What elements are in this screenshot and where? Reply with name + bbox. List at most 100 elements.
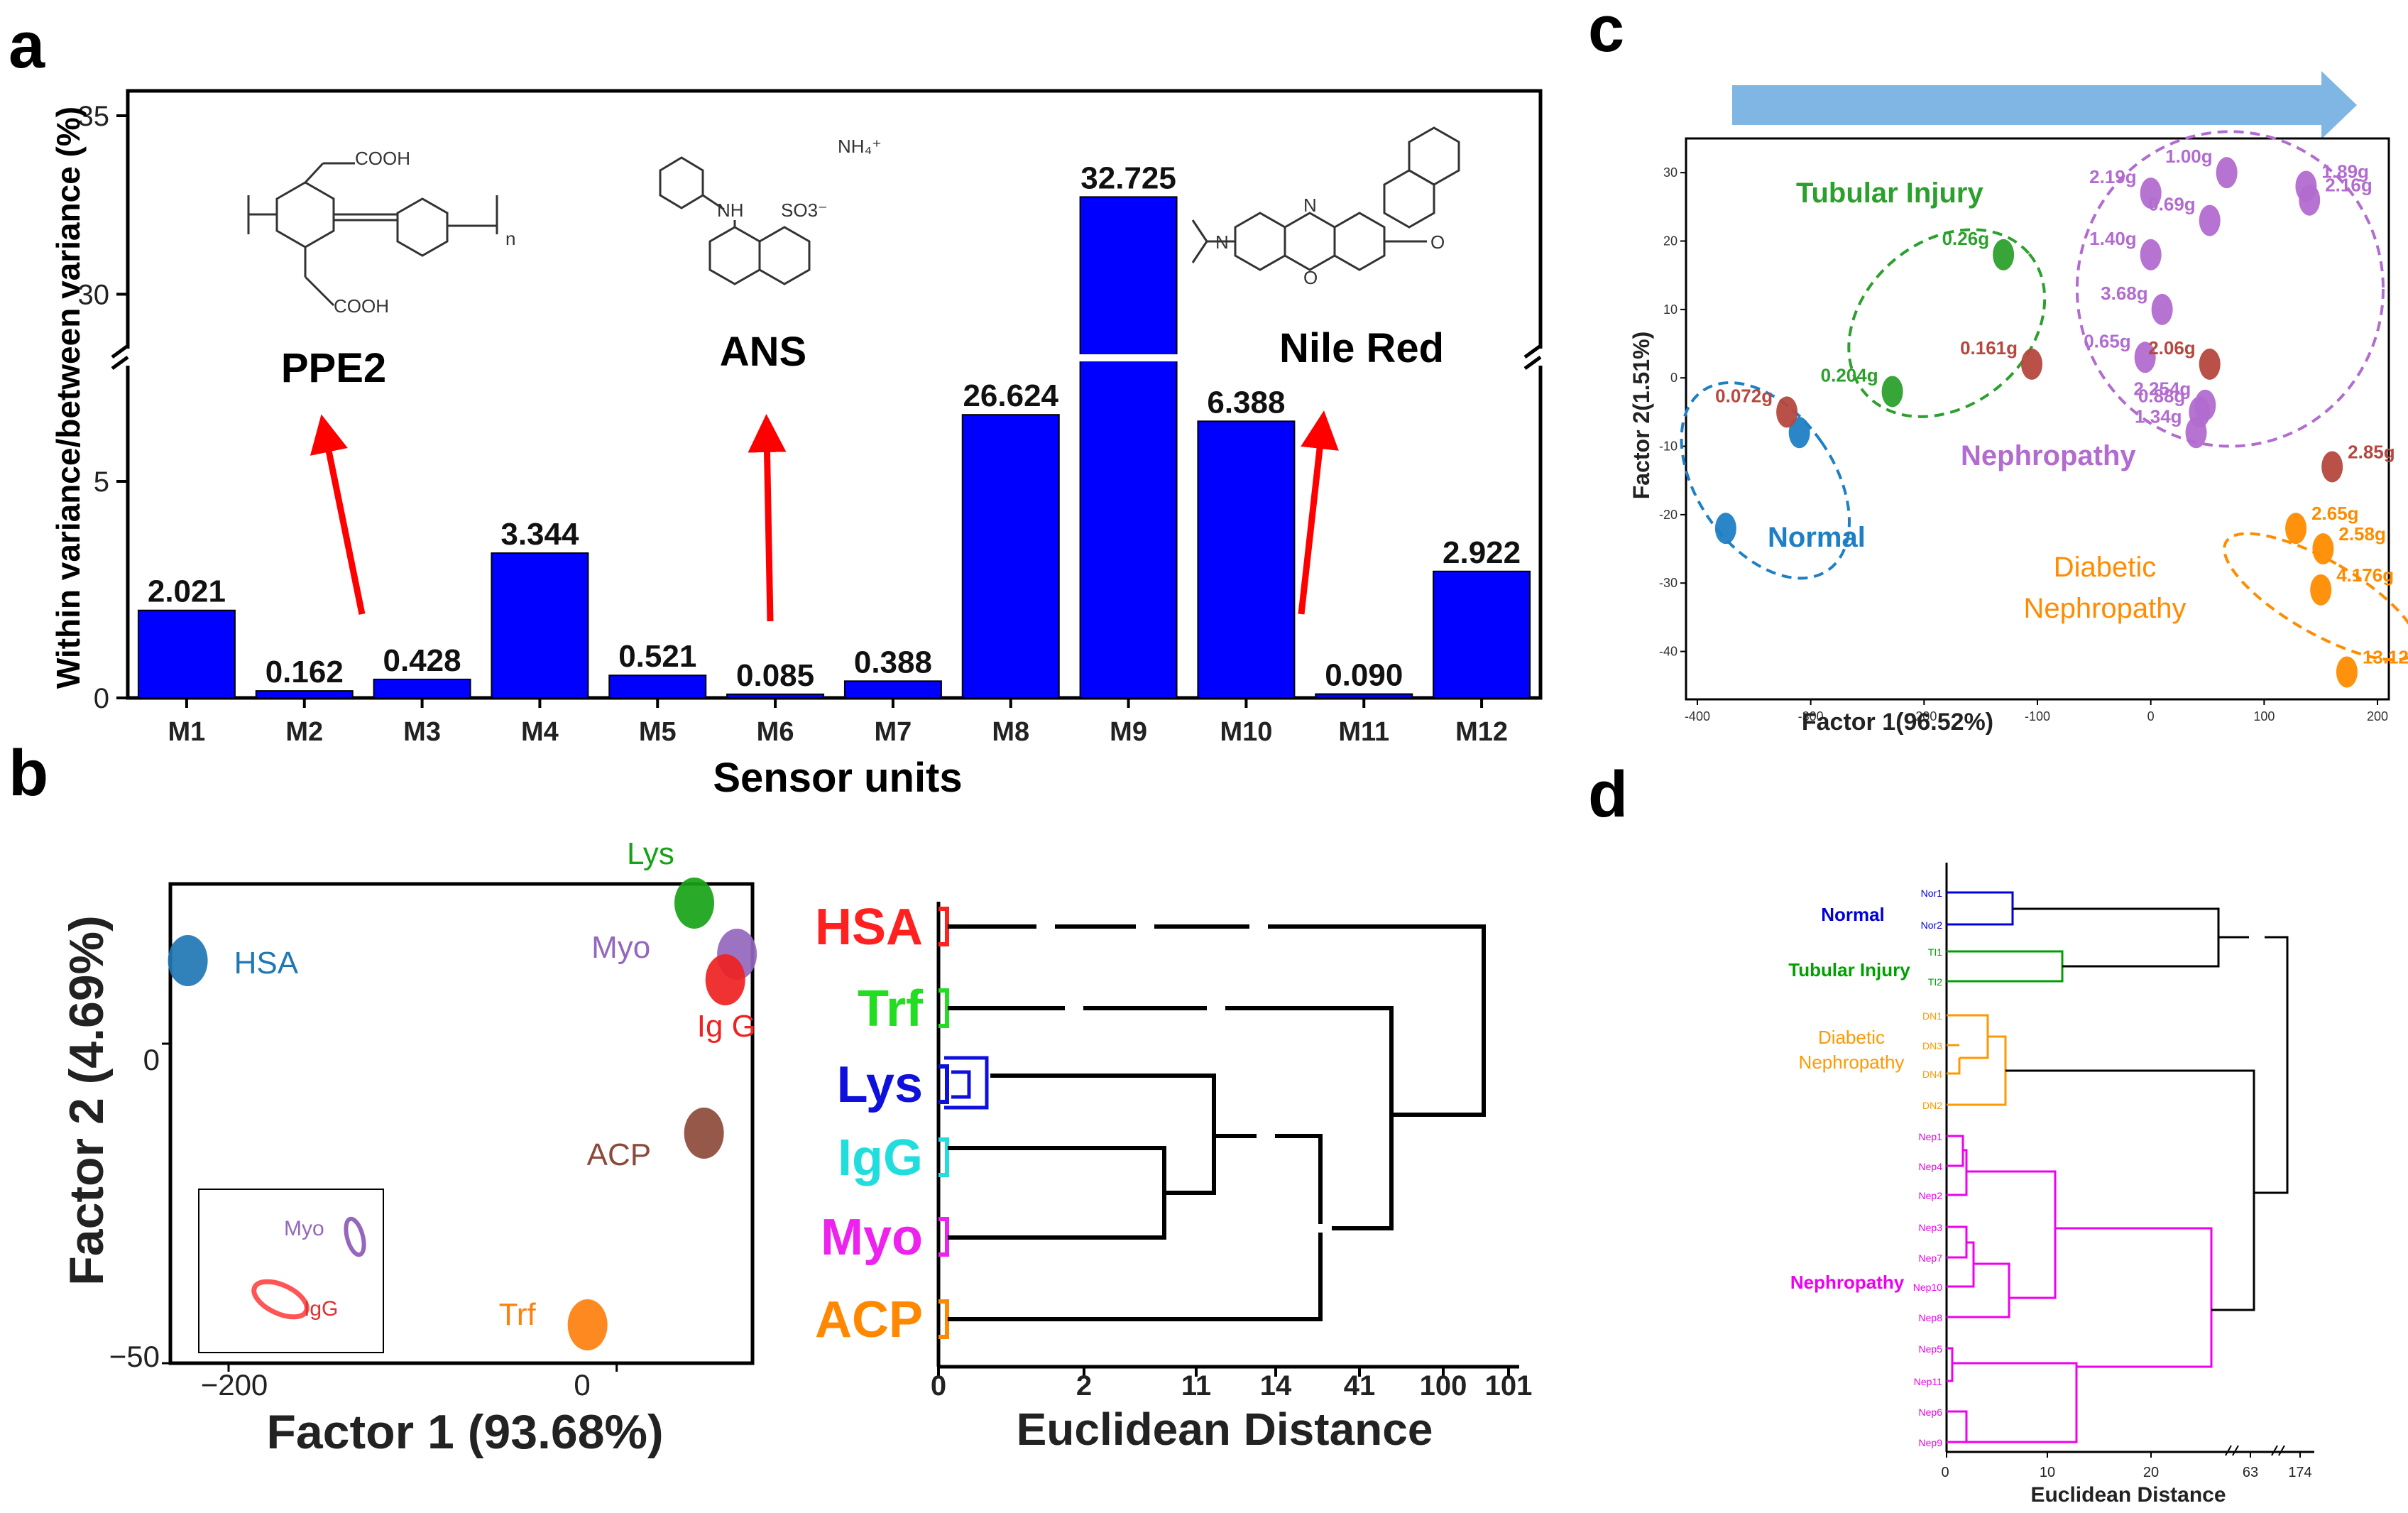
d-root-gap xyxy=(2249,932,2263,942)
dendro-leaf-lys: Lys xyxy=(837,1056,923,1113)
y-tick-label: 10 xyxy=(1663,302,1678,317)
dendro-leaf-myo: Myo xyxy=(821,1209,923,1266)
dendro-link-igg-myo xyxy=(948,1146,1166,1240)
cluster-label-igg: Ig G xyxy=(697,1009,756,1044)
y-tick-label: -10 xyxy=(1659,439,1678,454)
panel-c-score-plot: -400 -300 -200 -100 0 100 2003020100-10-20-30-… xyxy=(1659,130,2408,723)
label-normal: Normal xyxy=(1768,522,1866,553)
dendro-leaf-stub xyxy=(938,907,949,946)
d-leaf-nep1: Nep1 xyxy=(1919,1131,1943,1142)
x-tick-label: M2 xyxy=(285,717,323,747)
bar-value-label: 2.922 xyxy=(1443,535,1521,570)
d-leaf-dn2: DN2 xyxy=(1922,1100,1942,1111)
ans-nh: NH xyxy=(717,200,744,221)
y-tick-label: 0 xyxy=(94,683,109,714)
cluster-label-hsa: HSA xyxy=(234,946,299,981)
bar-M8 xyxy=(961,414,1060,699)
dendro-lys-subtree xyxy=(944,1056,989,1110)
point-diabetic-nephropathy xyxy=(2312,533,2334,565)
panel-b-dendrogram: HSA Trf Lys IgG Myo ACP xyxy=(815,899,1519,1377)
dendro-axis-gap xyxy=(1249,922,1268,931)
dendro-leaf-igg: IgG xyxy=(838,1130,923,1186)
nile-red-structure xyxy=(1191,126,1460,271)
bar-value-label: 2.021 xyxy=(148,574,226,609)
arrow-nile-red xyxy=(1298,410,1339,615)
panel-b-xlabel: Factor 1 (93.68%) xyxy=(266,1405,663,1459)
dendro-leaf-stub xyxy=(938,988,949,1028)
d-leaf-nep11: Nep11 xyxy=(1914,1376,1942,1387)
bar-M10 xyxy=(1197,420,1296,699)
dendro-b-xtick-101: 101 xyxy=(1485,1370,1533,1402)
y-tick-label: -20 xyxy=(1659,508,1678,522)
cluster-label-acp: ACP xyxy=(587,1137,651,1172)
point-label: 2.16g xyxy=(2325,175,2373,196)
nile-red-o-ketone: O xyxy=(1430,231,1445,253)
bar-M7 xyxy=(843,680,942,699)
axis-break-left-mask xyxy=(110,349,153,366)
y-tick-label: -40 xyxy=(1659,645,1678,659)
panel-d-letter: d xyxy=(1588,758,1628,831)
cluster-acp xyxy=(684,1108,724,1159)
point-label: 4.176g xyxy=(2336,564,2394,586)
y-tick-label: 30 xyxy=(1663,165,1678,180)
point-nephropathy xyxy=(2140,239,2162,271)
axis-break-left xyxy=(111,344,129,371)
point-label: 0.69g xyxy=(2148,194,2196,215)
bar-value-label: 0.085 xyxy=(736,658,814,693)
nile-red-n-amine: N xyxy=(1215,231,1229,253)
dendro-b-xtick-14: 14 xyxy=(1260,1370,1292,1402)
ans-structure xyxy=(659,156,811,285)
x-tick-label: M3 xyxy=(403,717,441,747)
point-label: 13.12g xyxy=(2363,646,2408,667)
point-label: 1.89g xyxy=(2321,160,2369,182)
x-tick-label: M10 xyxy=(1220,717,1272,747)
bar-M2 xyxy=(255,690,354,699)
d-leaf-nep8: Nep8 xyxy=(1919,1312,1943,1323)
point-nephropathy xyxy=(2185,417,2207,449)
x-tick-label: -400 xyxy=(1685,709,1710,723)
cluster-igg xyxy=(705,954,745,1005)
x-tick-label: M9 xyxy=(1110,717,1147,747)
d-leaf-ti1: TI1 xyxy=(1928,946,1942,958)
score-plot-frame xyxy=(168,882,755,1365)
point-label: 2.65g xyxy=(2311,503,2359,524)
d-axis-break xyxy=(2225,1445,2285,1456)
bar-value-label: 26.624 xyxy=(963,378,1058,413)
d-link-normal xyxy=(1947,891,2014,926)
label-tubular-injury: Tubular Injury xyxy=(1796,177,1983,209)
d-leaf-dn3: DN3 xyxy=(1922,1040,1942,1052)
x-tick-label: M4 xyxy=(521,717,559,747)
panel-b-ylabel: Factor 2 (4.69%) xyxy=(60,915,114,1286)
d-leaf-nep2: Nep2 xyxy=(1919,1190,1943,1201)
inset-igg-label: IgG xyxy=(304,1297,338,1321)
bar-M4 xyxy=(491,552,589,699)
point-tubular-injury xyxy=(1993,239,2015,271)
dendro-axis-gap xyxy=(1313,1224,1332,1233)
panel-c-ylabel: Factor 2(1.51%) xyxy=(1629,332,1654,500)
x-tick-label: M7 xyxy=(875,717,912,747)
panel-a-bar-chart: 0 5 30 35 2.021 M1 0.162 M2 0.428 M3 3.344 M4 0.521 M… xyxy=(78,89,1562,747)
point-label: 2.58g xyxy=(2338,523,2386,545)
d-xtick-0: 0 xyxy=(1941,1465,1949,1480)
dendro-link-hsa xyxy=(948,924,1486,1117)
point-label: 2.254g xyxy=(2133,378,2191,400)
dendro-axis-gap xyxy=(1257,1132,1275,1140)
x-tick-label: M11 xyxy=(1338,717,1389,747)
ppe2-label: PPE2 xyxy=(281,345,386,391)
panel-d-dendrogram: Nor1 Nor2 TI1 TI2 DN1 DN3 DN4 DN2 Nep1 Nep4 Nep2 Ne… xyxy=(1913,863,2314,1458)
point-nephropathy xyxy=(2299,184,2321,216)
point-other xyxy=(2199,348,2221,380)
d-link-tubular xyxy=(1947,950,2064,983)
x-tick-label: M1 xyxy=(168,717,206,747)
bar-value-label: 32.725 xyxy=(1080,160,1176,195)
inset-myo-label: Myo xyxy=(284,1217,324,1240)
d-leaf-nep4: Nep4 xyxy=(1919,1161,1943,1172)
panel-a-letter: a xyxy=(9,9,45,82)
d-label-diabetic-neph: Nephropathy xyxy=(1799,1052,1905,1073)
point-nephropathy xyxy=(2194,389,2216,421)
dendro-link-lys-group xyxy=(990,1074,1216,1195)
point-label: 0.161g xyxy=(1960,337,2018,359)
dendro-axis-gap xyxy=(1136,922,1154,931)
point-label: 1.00g xyxy=(2165,146,2213,167)
panel-a-ylabel: Within variance/between variance (%) xyxy=(50,106,87,689)
